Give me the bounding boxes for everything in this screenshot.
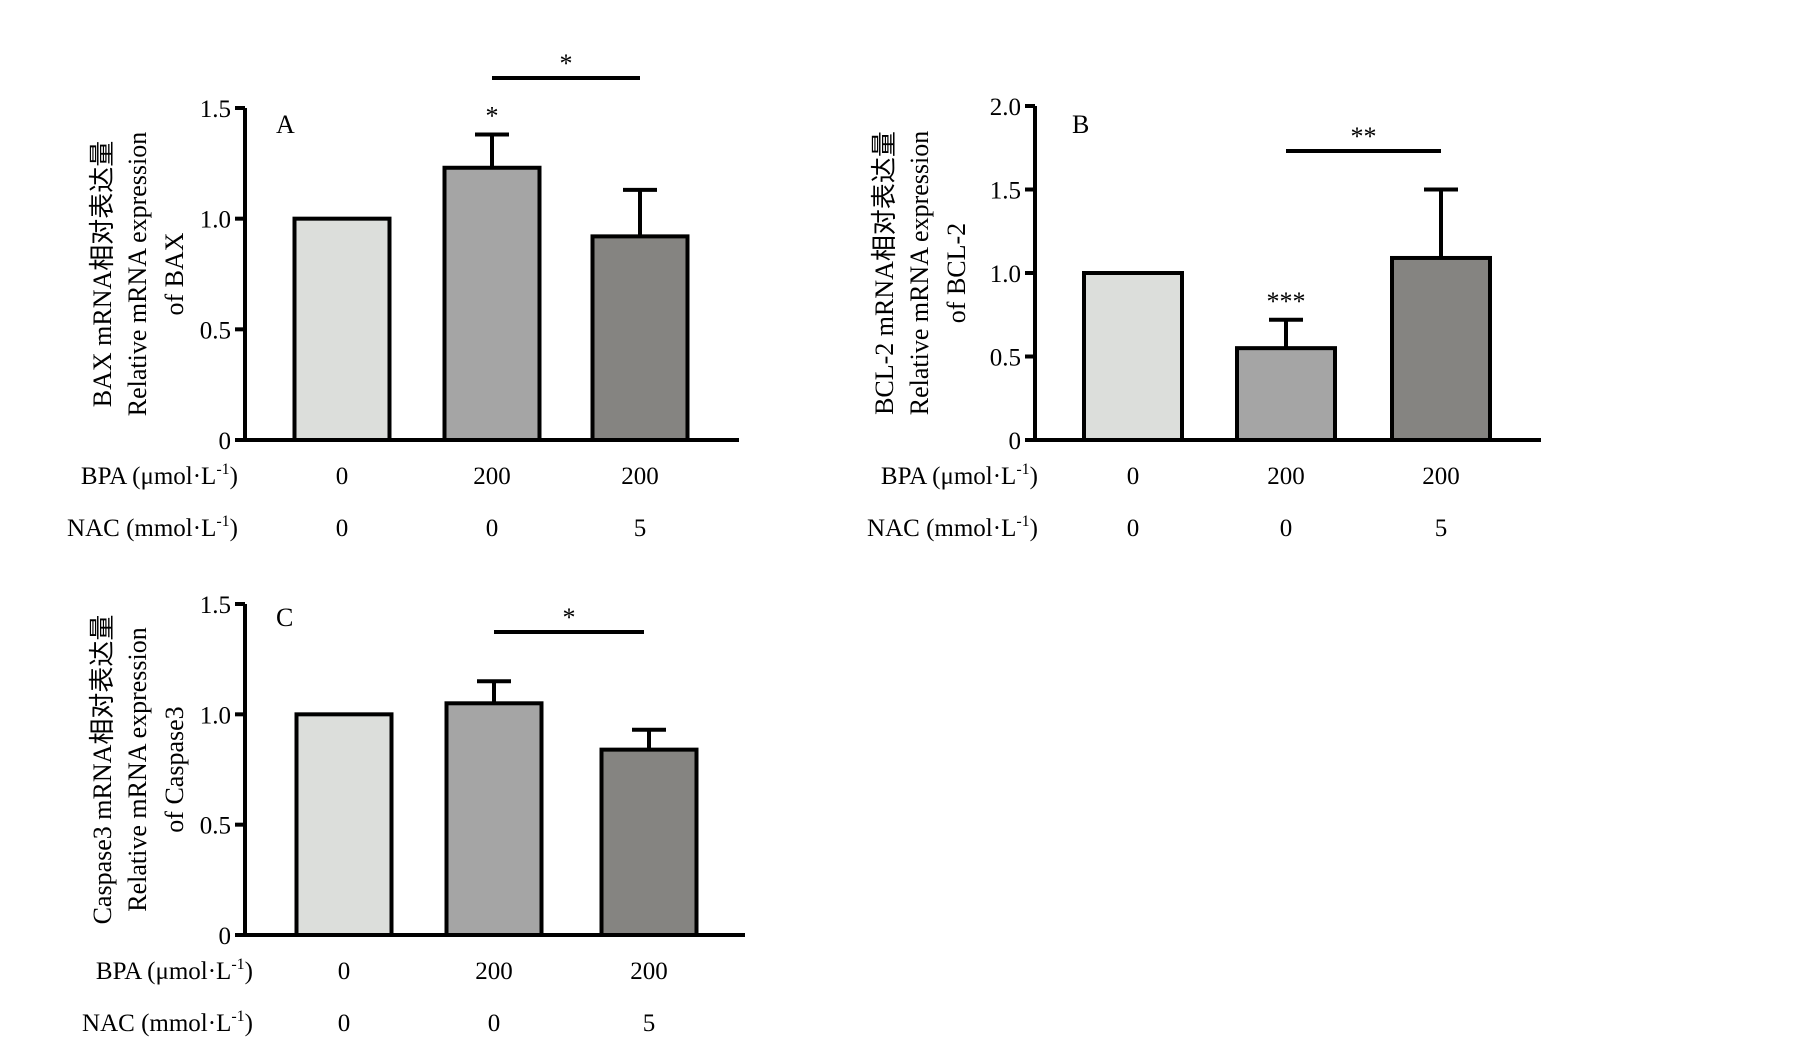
y-tick-label: 0 (219, 923, 232, 950)
bpa-value: 200 (473, 463, 511, 490)
significance-mark-2: * (486, 102, 499, 131)
row-label-bpa: BPA (μmol·L-1) (881, 461, 1038, 490)
bar-2 (1235, 346, 1337, 442)
bar-1 (292, 216, 392, 442)
y-axis-label-line-2: Relative mRNA expression (123, 132, 152, 417)
y-axis-label-line-1: BCL-2 mRNA相对表达量 (870, 131, 899, 415)
y-tick-label: 1.5 (200, 96, 231, 123)
row-label-bpa: BPA (μmol·L-1) (96, 956, 253, 985)
bar-3 (599, 747, 699, 938)
y-tick-label: 0.5 (200, 813, 231, 840)
nac-value: 0 (1127, 515, 1140, 542)
bpa-value: 200 (475, 958, 513, 985)
nac-value: 5 (643, 1010, 656, 1037)
bar-1 (1082, 271, 1184, 442)
y-tick-label: 2.0 (990, 94, 1021, 121)
bar-2 (442, 165, 542, 442)
y-tick-label: 0 (1009, 428, 1022, 455)
y-axis-label-line-1: BAX mRNA相对表达量 (88, 141, 117, 408)
y-tick-label: 1.0 (990, 261, 1021, 288)
nac-value: 5 (1435, 515, 1448, 542)
bar-3 (1390, 255, 1492, 442)
nac-value: 5 (634, 515, 647, 542)
y-axis-label: BAX mRNA相对表达量 Relative mRNA expression of … (88, 132, 189, 417)
significance-bracket-label: ** (1351, 122, 1377, 151)
bpa-value: 0 (338, 958, 351, 985)
bar-3 (590, 234, 690, 442)
y-tick-label: 1.5 (990, 178, 1021, 205)
nac-value: 0 (488, 1010, 501, 1037)
y-tick-label: 0.5 (200, 317, 231, 344)
bpa-value: 0 (336, 463, 349, 490)
row-label-nac: NAC (mmol·L-1) (82, 1008, 253, 1037)
significance-bracket-label: * (563, 603, 576, 632)
significance-mark-2: *** (1267, 287, 1306, 316)
y-axis-label-line-3: of BCL-2 (942, 223, 971, 323)
chart-panel-b: BCL-2 mRNA相对表达量 Relative mRNA expression o… (867, 94, 1541, 542)
bpa-value: 200 (630, 958, 668, 985)
row-label-nac: NAC (mmol·L-1) (867, 513, 1038, 542)
panel-label: B (1072, 110, 1089, 139)
nac-value: 0 (486, 515, 499, 542)
significance-bracket-label: * (560, 49, 573, 78)
panel-label: A (276, 110, 295, 139)
y-axis-label-line-3: of Caspase3 (160, 706, 189, 832)
panel-label: C (276, 603, 293, 632)
row-label-bpa: BPA (μmol·L-1) (81, 461, 238, 490)
bpa-value: 0 (1127, 463, 1140, 490)
y-axis-label-line-2: Relative mRNA expression (123, 627, 152, 912)
bpa-value: 200 (1422, 463, 1460, 490)
chart-panel-c: Caspase3 mRNA相对表达量 Relative mRNA expressi… (82, 592, 745, 1037)
y-axis-label: BCL-2 mRNA相对表达量 Relative mRNA expression o… (870, 131, 971, 416)
nac-value: 0 (336, 515, 349, 542)
y-axis-label-line-2: Relative mRNA expression (905, 131, 934, 416)
nac-value: 0 (338, 1010, 351, 1037)
y-tick-label: 0 (219, 428, 232, 455)
y-tick-label: 1.0 (200, 702, 231, 729)
nac-value: 0 (1280, 515, 1293, 542)
bpa-value: 200 (621, 463, 659, 490)
bar-2 (444, 701, 544, 937)
y-axis-label: Caspase3 mRNA相对表达量 Relative mRNA expressi… (88, 615, 189, 925)
y-tick-label: 1.0 (200, 207, 231, 234)
y-axis-label-line-3: of BAX (160, 232, 189, 315)
y-tick-label: 1.5 (200, 592, 231, 619)
bar-1 (294, 712, 394, 937)
chart-panel-a: BAX mRNA相对表达量 Relative mRNA expression of … (67, 49, 739, 542)
bpa-value: 200 (1267, 463, 1305, 490)
row-label-nac: NAC (mmol·L-1) (67, 513, 238, 542)
y-axis-label-line-1: Caspase3 mRNA相对表达量 (88, 615, 117, 925)
y-tick-label: 0.5 (990, 345, 1021, 372)
